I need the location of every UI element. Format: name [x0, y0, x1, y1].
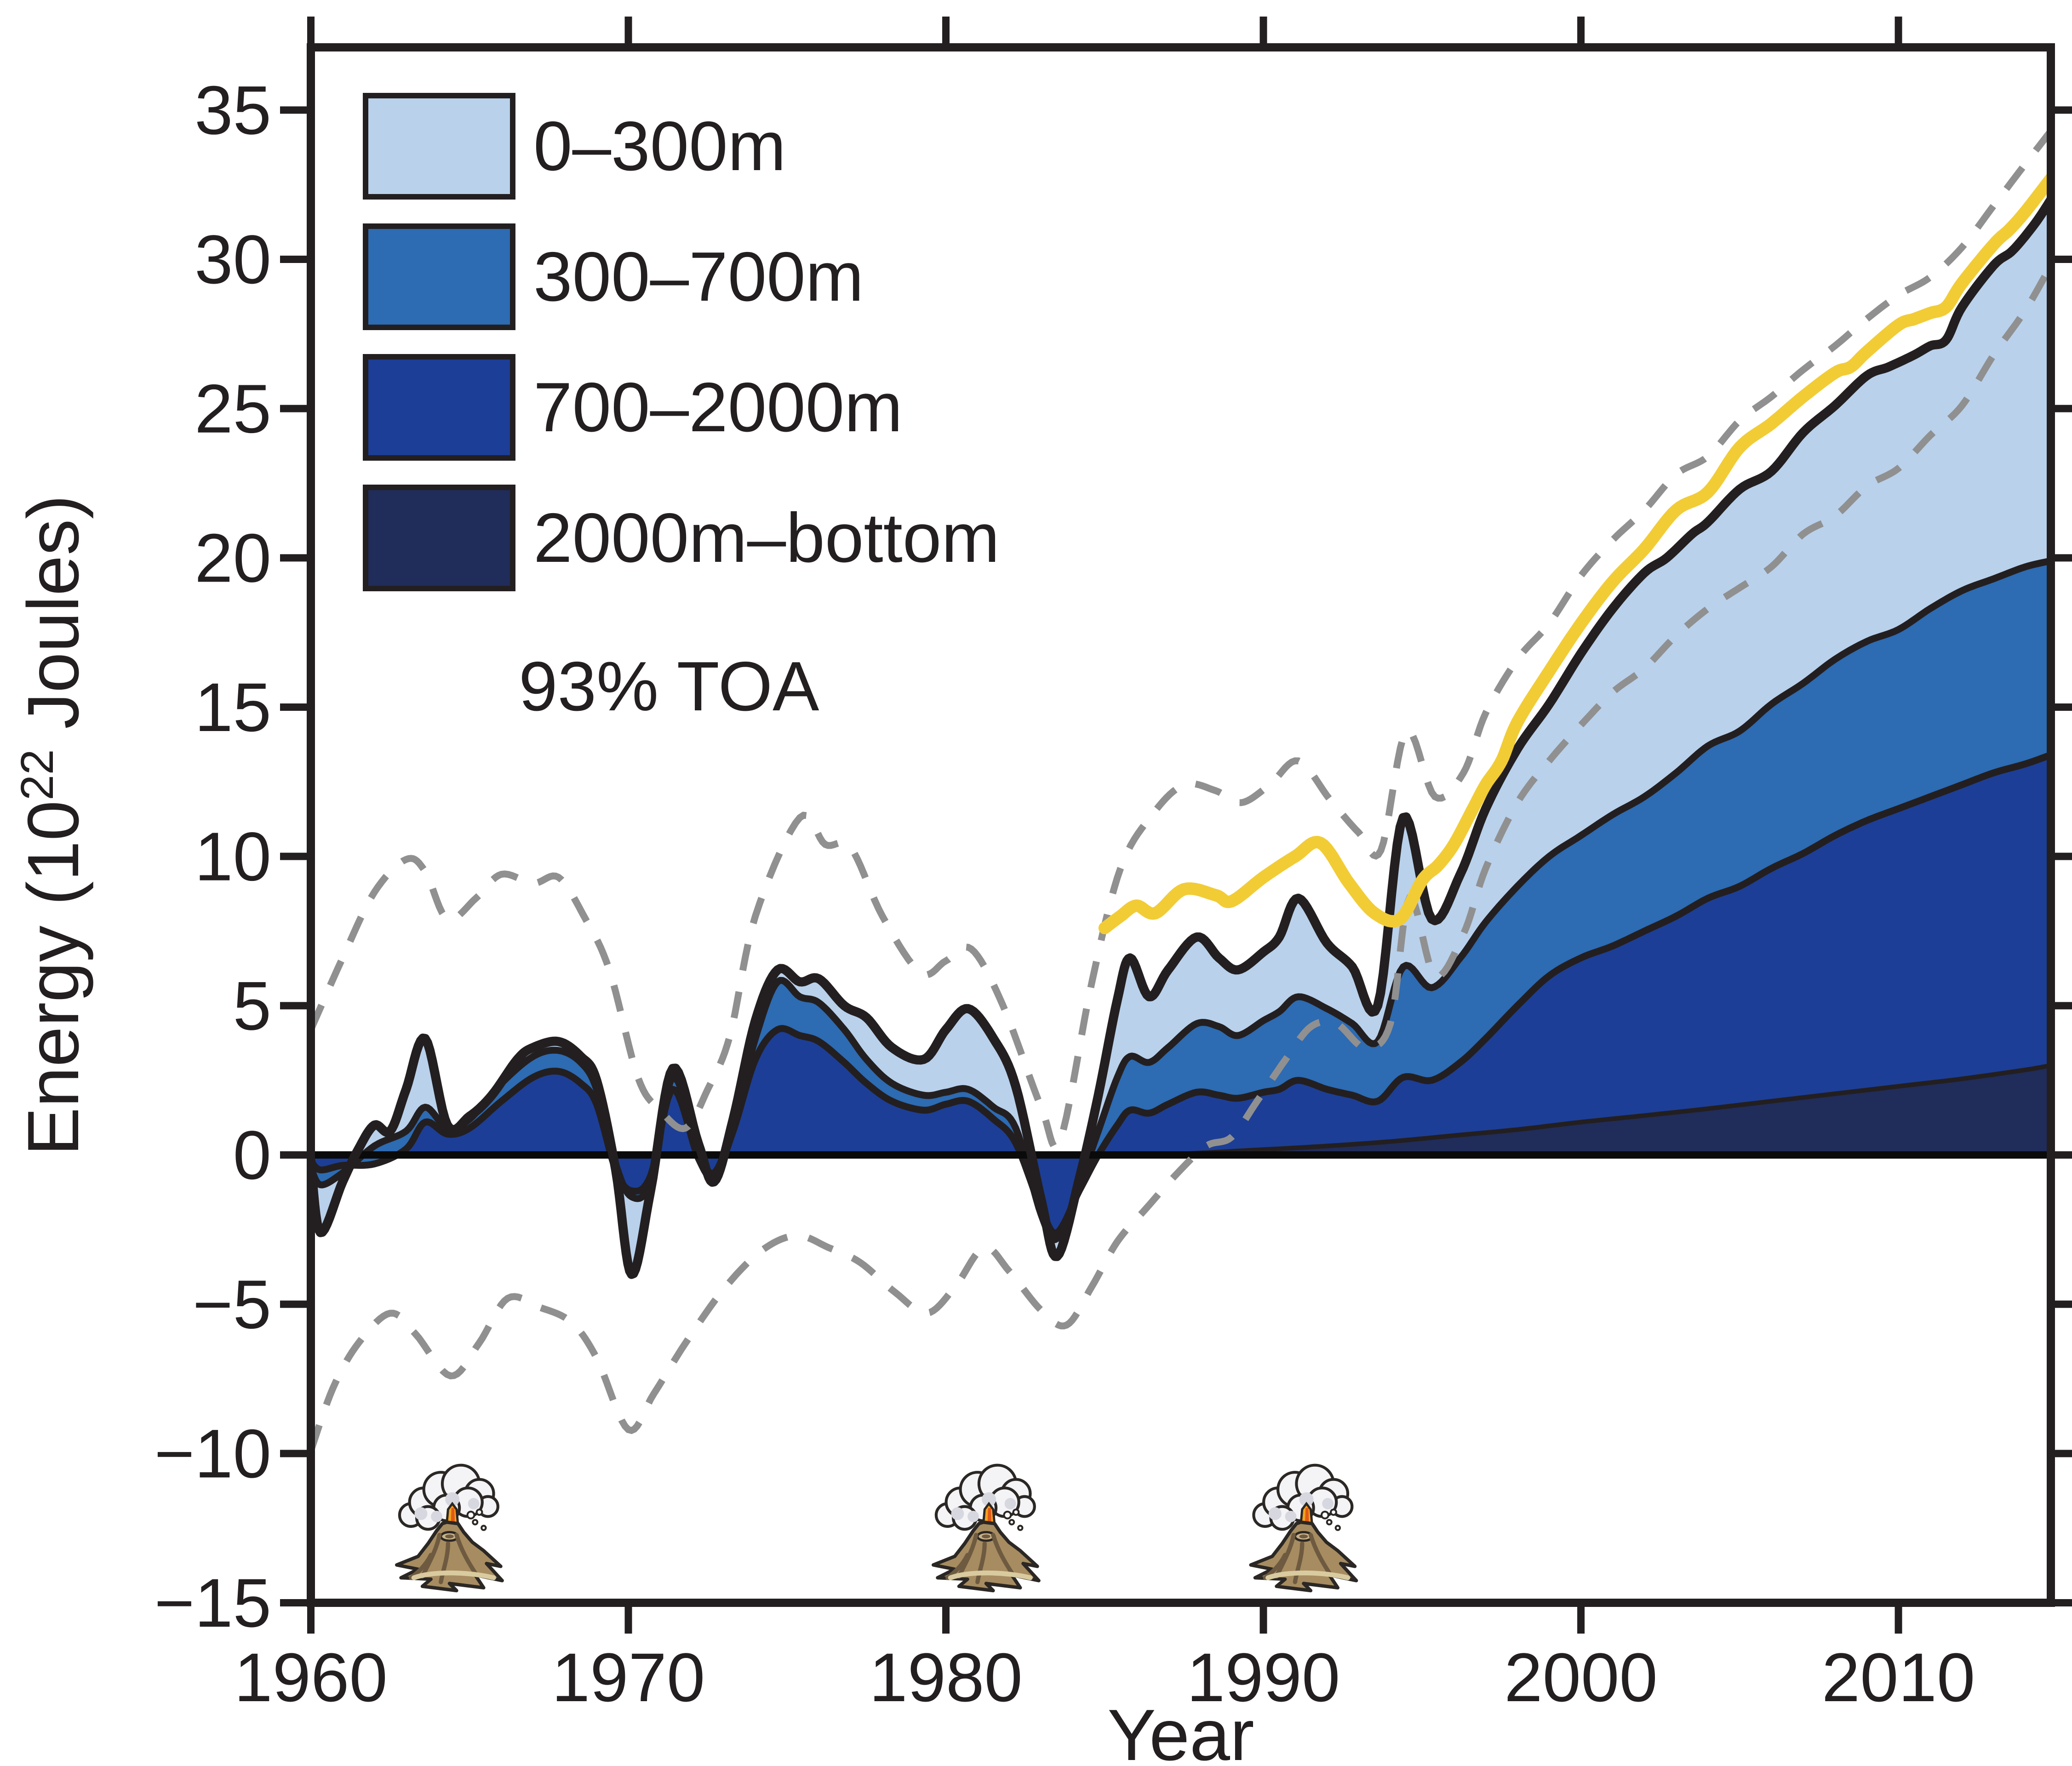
- band-700-2000m: [311, 754, 2051, 1233]
- legend-label-2000m-bottom: 2000m–bottom: [533, 499, 1000, 577]
- y-tick-label: 15: [195, 669, 271, 746]
- series-layer: [311, 129, 2051, 1452]
- volcano-marker-1: [397, 1465, 502, 1591]
- x-tick-label: 1980: [869, 1639, 1023, 1716]
- legend: 0–300m 300–700m 700–2000m 2000m–bottom 9…: [363, 93, 1000, 726]
- legend-label-300-700m: 300–700m: [533, 238, 864, 316]
- legend-swatch-700-2000m: [363, 354, 515, 461]
- uncertainty-lower-line: [311, 263, 2051, 1452]
- outline-total: [311, 195, 2051, 1279]
- y-tick-label: 0: [233, 1116, 271, 1194]
- band-0-300m: [311, 200, 2051, 1274]
- x-tick-label: 2000: [1504, 1639, 1658, 1716]
- legend-label-700-2000m: 700–2000m: [533, 368, 903, 446]
- plot-area: 1960 1970 1980 1990 2000 2010 −15 −10 −5 0 5 10 15 20…: [155, 17, 2072, 1716]
- axis-ticks: 1960 1970 1980 1990 2000 2010 −15 −10 −5 0 5 10 15 20…: [155, 17, 2072, 1716]
- legend-swatch-2000m-bottom: [363, 485, 515, 591]
- legend-swatch-300-700m: [363, 223, 515, 330]
- y-axis-title: Energy (1022 Joules): [11, 495, 94, 1155]
- toa-line: [1098, 172, 2051, 934]
- volcano-marker-2: [933, 1465, 1039, 1591]
- y-tick-label: 25: [195, 370, 271, 447]
- x-tick-label: 1970: [552, 1639, 705, 1716]
- y-tick-label: −5: [193, 1266, 271, 1343]
- x-tick-label: 2010: [1822, 1639, 1975, 1716]
- band-2000m-bottom: [311, 1065, 2051, 1155]
- legend-swatch-0-300m: [363, 93, 515, 200]
- toa-legend-label: 93% TOA: [519, 647, 819, 726]
- y-tick-label: 5: [233, 967, 271, 1044]
- legend-label-0-300m: 0–300m: [533, 107, 786, 185]
- y-tick-label: 30: [195, 221, 271, 298]
- plot-frame: [307, 43, 2055, 1607]
- x-axis-title: Year: [1107, 1695, 1254, 1766]
- volcano-marker-3: [1251, 1465, 1356, 1591]
- x-tick-label: 1960: [234, 1639, 388, 1716]
- y-tick-label: −15: [155, 1564, 271, 1641]
- y-tick-label: 10: [195, 818, 271, 895]
- y-tick-label: −10: [155, 1415, 271, 1492]
- y-tick-label: 35: [195, 71, 271, 149]
- uncertainty-upper-line: [311, 129, 2051, 1151]
- x-tick-label: 1990: [1187, 1639, 1340, 1716]
- y-tick-label: 20: [195, 519, 271, 596]
